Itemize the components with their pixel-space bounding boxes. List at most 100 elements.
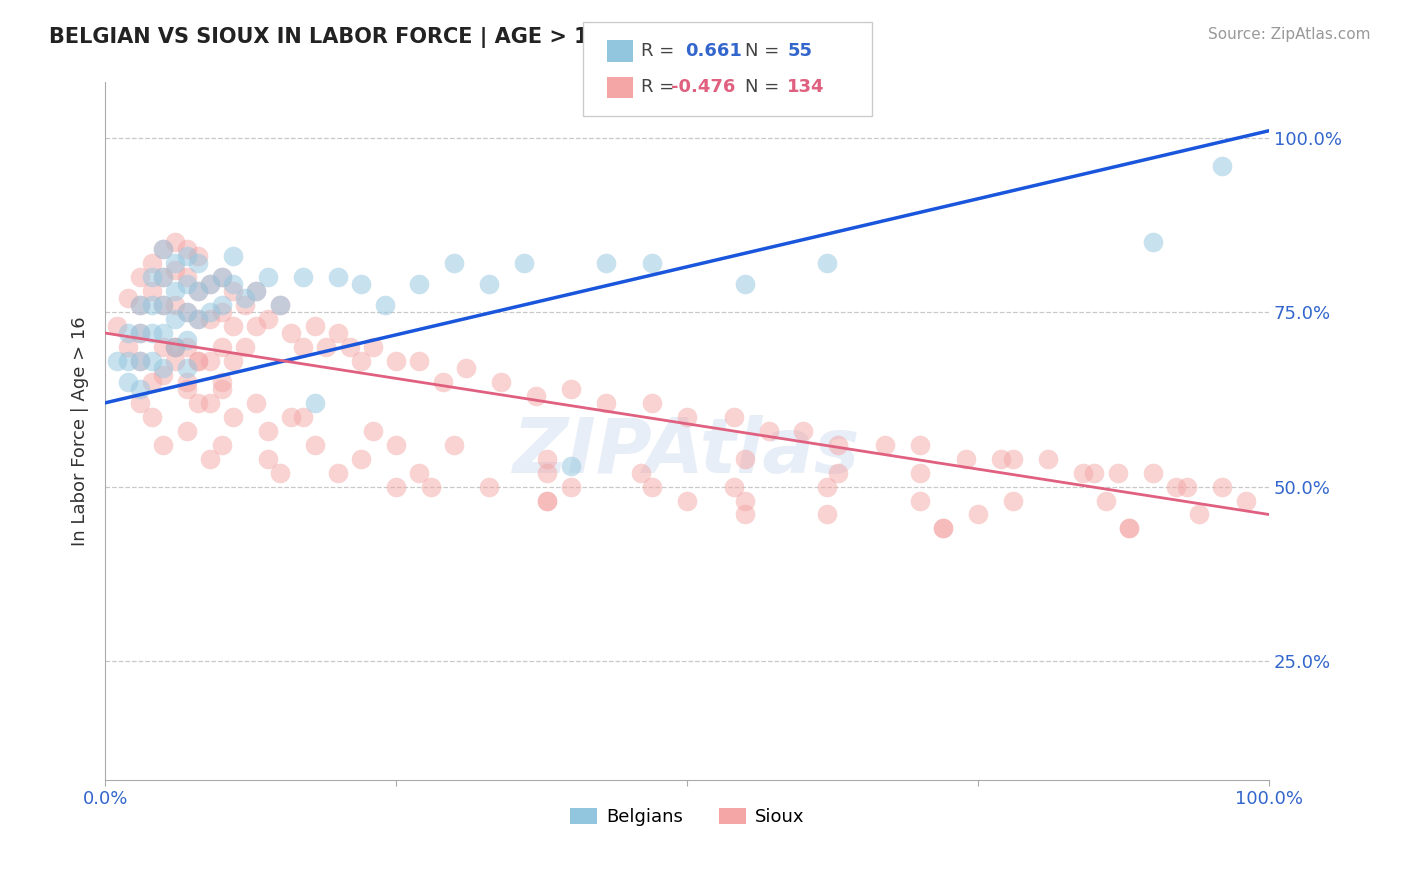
Text: N =: N =	[745, 78, 779, 96]
Point	[198, 277, 221, 292]
Point	[152, 438, 174, 452]
Point	[304, 319, 326, 334]
Point	[211, 305, 233, 319]
Point	[676, 493, 699, 508]
Point	[245, 319, 267, 334]
Point	[676, 409, 699, 424]
Point	[1234, 493, 1257, 508]
Point	[176, 382, 198, 396]
Point	[304, 438, 326, 452]
Point	[152, 270, 174, 285]
Point	[292, 409, 315, 424]
Point	[152, 243, 174, 257]
Point	[339, 340, 361, 354]
Point	[129, 270, 152, 285]
Point	[105, 354, 128, 368]
Point	[233, 298, 256, 312]
Point	[932, 521, 955, 535]
Point	[163, 263, 186, 277]
Point	[211, 270, 233, 285]
Point	[326, 326, 349, 340]
Point	[641, 256, 664, 270]
Point	[1142, 235, 1164, 250]
Point	[908, 493, 931, 508]
Point	[211, 382, 233, 396]
Text: Source: ZipAtlas.com: Source: ZipAtlas.com	[1208, 27, 1371, 42]
Text: 134: 134	[787, 78, 825, 96]
Point	[129, 382, 152, 396]
Point	[536, 493, 558, 508]
Point	[141, 354, 163, 368]
Text: 0.661: 0.661	[685, 42, 741, 60]
Point	[280, 326, 302, 340]
Point	[187, 284, 209, 298]
Text: -0.476: -0.476	[671, 78, 735, 96]
Point	[815, 479, 838, 493]
Point	[257, 451, 280, 466]
Point	[873, 438, 896, 452]
Point	[129, 354, 152, 368]
Point	[222, 277, 245, 292]
Point	[560, 458, 582, 473]
Point	[211, 298, 233, 312]
Point	[141, 409, 163, 424]
Point	[198, 354, 221, 368]
Point	[211, 340, 233, 354]
Point	[187, 312, 209, 326]
Point	[163, 312, 186, 326]
Point	[990, 451, 1012, 466]
Point	[117, 291, 139, 305]
Text: BELGIAN VS SIOUX IN LABOR FORCE | AGE > 16 CORRELATION CHART: BELGIAN VS SIOUX IN LABOR FORCE | AGE > …	[49, 27, 859, 48]
Text: ZIPAtlas: ZIPAtlas	[513, 415, 860, 489]
Text: R =: R =	[641, 42, 675, 60]
Point	[1142, 466, 1164, 480]
Point	[827, 466, 849, 480]
Point	[560, 479, 582, 493]
Point	[432, 375, 454, 389]
Point	[222, 354, 245, 368]
Point	[187, 354, 209, 368]
Point	[350, 451, 373, 466]
Point	[373, 298, 395, 312]
Point	[187, 256, 209, 270]
Point	[350, 354, 373, 368]
Point	[280, 409, 302, 424]
Y-axis label: In Labor Force | Age > 16: In Labor Force | Age > 16	[72, 316, 89, 546]
Point	[211, 438, 233, 452]
Point	[269, 298, 291, 312]
Point	[176, 340, 198, 354]
Point	[304, 396, 326, 410]
Point	[257, 424, 280, 438]
Point	[222, 409, 245, 424]
Point	[152, 298, 174, 312]
Point	[141, 284, 163, 298]
Point	[1036, 451, 1059, 466]
Text: N =: N =	[745, 42, 779, 60]
Point	[176, 333, 198, 347]
Point	[1001, 493, 1024, 508]
Point	[129, 298, 152, 312]
Point	[908, 438, 931, 452]
Point	[176, 243, 198, 257]
Point	[233, 291, 256, 305]
Point	[326, 270, 349, 285]
Point	[222, 249, 245, 263]
Point	[163, 256, 186, 270]
Point	[176, 249, 198, 263]
Point	[361, 340, 384, 354]
Point	[117, 326, 139, 340]
Point	[163, 298, 186, 312]
Point	[595, 256, 617, 270]
Point	[269, 298, 291, 312]
Point	[641, 396, 664, 410]
Point	[176, 277, 198, 292]
Point	[187, 396, 209, 410]
Point	[734, 493, 756, 508]
Point	[1118, 521, 1140, 535]
Point	[408, 277, 430, 292]
Point	[385, 354, 408, 368]
Point	[141, 298, 163, 312]
Point	[1188, 508, 1211, 522]
Point	[489, 375, 512, 389]
Point	[478, 277, 501, 292]
